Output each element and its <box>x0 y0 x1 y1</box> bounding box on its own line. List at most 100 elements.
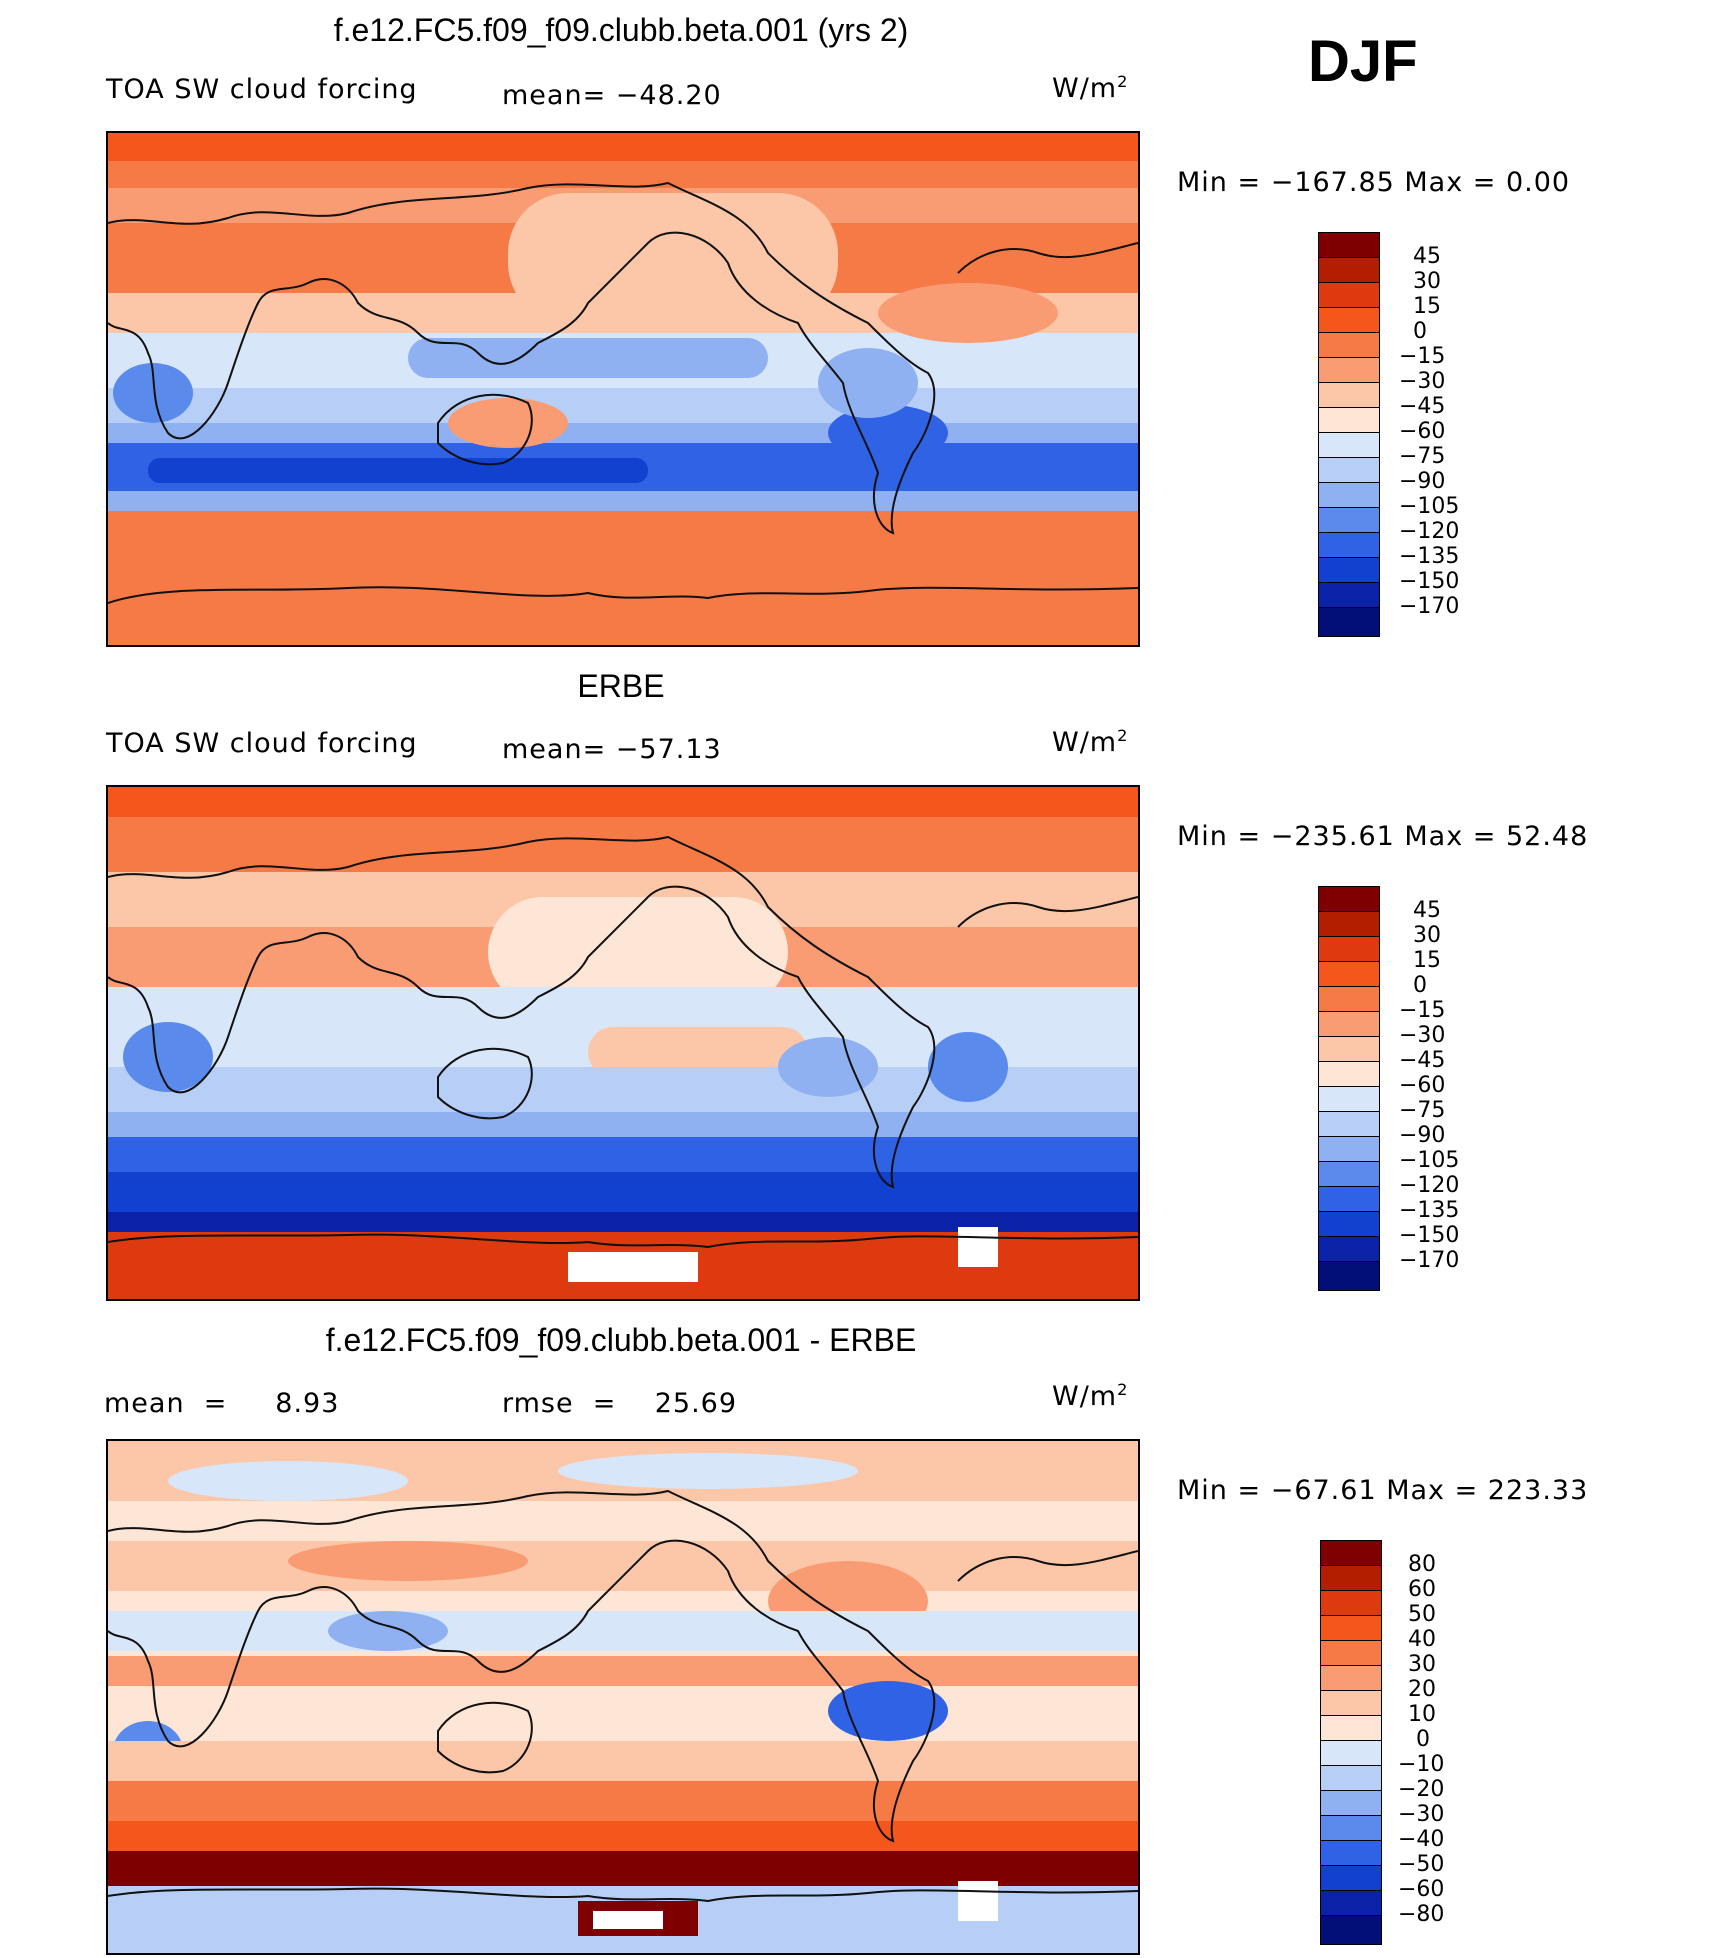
panel-3-map <box>106 1439 1140 1955</box>
colorbar-3-swatch <box>1320 1665 1382 1691</box>
colorbar-2-tick: −150 <box>1399 1223 1460 1248</box>
colorbar-2-tick: −170 <box>1399 1248 1460 1273</box>
colorbar-3-swatch <box>1320 1765 1382 1791</box>
colorbar-3-swatch <box>1320 1865 1382 1891</box>
colorbar-1-tick: −135 <box>1399 544 1460 569</box>
colorbar-2-swatch <box>1318 1061 1380 1087</box>
colorbar-3-tick: 50 <box>1408 1602 1436 1627</box>
colorbar-3-swatch <box>1320 1915 1382 1945</box>
colorbar-3-tick: −80 <box>1398 1902 1445 1927</box>
colorbar-2-tick: 15 <box>1413 948 1441 973</box>
panel-1-mean-label: mean= −48.20 <box>502 80 722 111</box>
colorbar-2-tick: −30 <box>1399 1023 1446 1048</box>
colorbar-2-swatch <box>1318 1211 1380 1237</box>
panel-2-mean-label: mean= −57.13 <box>502 734 722 765</box>
panel-2-minmax: Min = −235.61 Max = 52.48 <box>1177 821 1589 852</box>
colorbar-2-swatch <box>1318 1236 1380 1262</box>
panel-1-title: f.e12.FC5.f09_f09.clubb.beta.001 (yrs 2) <box>333 12 909 48</box>
colorbar-3-tick: 10 <box>1408 1702 1436 1727</box>
colorbar-1-swatch <box>1318 582 1380 608</box>
colorbar-2-swatch <box>1318 936 1380 962</box>
colorbar-3-swatch <box>1320 1740 1382 1766</box>
colorbar-1-swatch <box>1318 307 1380 333</box>
colorbar-1-swatch <box>1318 482 1380 508</box>
panel-1-minmax: Min = −167.85 Max = 0.00 <box>1177 167 1571 198</box>
colorbar-2-tick: 45 <box>1413 898 1441 923</box>
panel-3-title: f.e12.FC5.f09_f09.clubb.beta.001 - ERBE <box>325 1322 917 1358</box>
panel-1-map-canvas <box>108 133 1138 645</box>
colorbar-3-swatch <box>1320 1615 1382 1641</box>
colorbar-1-swatch <box>1318 232 1380 258</box>
colorbar-1-swatch <box>1318 607 1380 637</box>
colorbar-2-swatch <box>1318 1036 1380 1062</box>
colorbar-3-tick: 30 <box>1408 1652 1436 1677</box>
colorbar-3-swatch <box>1320 1640 1382 1666</box>
colorbar-1-swatch <box>1318 382 1380 408</box>
colorbar-2-tick: 30 <box>1413 923 1441 948</box>
colorbar-2-swatch <box>1318 1261 1380 1291</box>
colorbar-1-swatch <box>1318 507 1380 533</box>
colorbar-2-tick: −75 <box>1399 1098 1446 1123</box>
colorbar-1-swatch <box>1318 557 1380 583</box>
colorbar-2-tick: −120 <box>1399 1173 1460 1198</box>
panel-3-rmse-label: rmse = 25.69 <box>502 1388 738 1419</box>
colorbar-2-tick: −135 <box>1399 1198 1460 1223</box>
colorbar-3-tick: −30 <box>1398 1802 1445 1827</box>
panel-2-title: ERBE <box>577 668 665 704</box>
colorbar-1-swatch <box>1318 457 1380 483</box>
colorbar-3-swatch <box>1320 1590 1382 1616</box>
colorbar-3-tick: 60 <box>1408 1577 1436 1602</box>
colorbar-2-tick: −90 <box>1399 1123 1446 1148</box>
colorbar-2-swatch <box>1318 961 1380 987</box>
panel-3-minmax: Min = −67.61 Max = 223.33 <box>1177 1475 1589 1506</box>
colorbar-1-tick: −105 <box>1399 494 1460 519</box>
colorbar-3-swatch <box>1320 1890 1382 1916</box>
panel-2-variable-label: TOA SW cloud forcing <box>106 728 418 759</box>
colorbar-2-swatch <box>1318 986 1380 1012</box>
colorbar-3-tick: −20 <box>1398 1777 1445 1802</box>
panel-3-mean-label: mean = 8.93 <box>104 1388 340 1419</box>
colorbar-1-tick: 0 <box>1413 319 1427 344</box>
colorbar-2-swatch <box>1318 911 1380 937</box>
colorbar-1-swatch <box>1318 332 1380 358</box>
panel-2-map <box>106 785 1140 1301</box>
colorbar-2-tick: 0 <box>1413 973 1427 998</box>
colorbar-1-swatch <box>1318 257 1380 283</box>
panel-1-units: W/m2 <box>1052 72 1129 104</box>
colorbar-3-swatch <box>1320 1815 1382 1841</box>
colorbar-1-tick: −150 <box>1399 569 1460 594</box>
colorbar-1-swatch <box>1318 407 1380 433</box>
colorbar-1-tick: −170 <box>1399 594 1460 619</box>
panel-3-map-canvas <box>108 1441 1138 1953</box>
colorbar-3-tick: 80 <box>1408 1552 1436 1577</box>
colorbar-1-tick: 15 <box>1413 294 1441 319</box>
colorbar-1-swatch <box>1318 532 1380 558</box>
panel-3-units: W/m2 <box>1052 1380 1129 1412</box>
colorbar-2-swatch <box>1318 1161 1380 1187</box>
colorbar-3-tick: 20 <box>1408 1677 1436 1702</box>
colorbar-2-tick: −105 <box>1399 1148 1460 1173</box>
colorbar-1-tick: −75 <box>1399 444 1446 469</box>
colorbar-2-swatch <box>1318 1136 1380 1162</box>
panel-1-map <box>106 131 1140 647</box>
colorbar-3-swatch <box>1320 1840 1382 1866</box>
colorbar-3-swatch <box>1320 1690 1382 1716</box>
colorbar-2-swatch <box>1318 1011 1380 1037</box>
panel-2-map-canvas <box>108 787 1138 1299</box>
colorbar-3-swatch <box>1320 1565 1382 1591</box>
colorbar-3-tick: −60 <box>1398 1877 1445 1902</box>
colorbar-1-tick: 30 <box>1413 269 1441 294</box>
colorbar-3-tick: −10 <box>1398 1752 1445 1777</box>
colorbar-2-tick: −60 <box>1399 1073 1446 1098</box>
colorbar-3-tick: 0 <box>1416 1727 1430 1752</box>
colorbar-2-swatch <box>1318 1186 1380 1212</box>
colorbar-2-tick: −45 <box>1399 1048 1446 1073</box>
colorbar-1-tick: −120 <box>1399 519 1460 544</box>
colorbar-3-swatch <box>1320 1790 1382 1816</box>
colorbar-1-swatch <box>1318 282 1380 308</box>
colorbar-3-tick: −40 <box>1398 1827 1445 1852</box>
colorbar-2-swatch <box>1318 1086 1380 1112</box>
colorbar-3-swatch <box>1320 1540 1382 1566</box>
colorbar-1-tick: −60 <box>1399 419 1446 444</box>
colorbar-1-tick: −90 <box>1399 469 1446 494</box>
